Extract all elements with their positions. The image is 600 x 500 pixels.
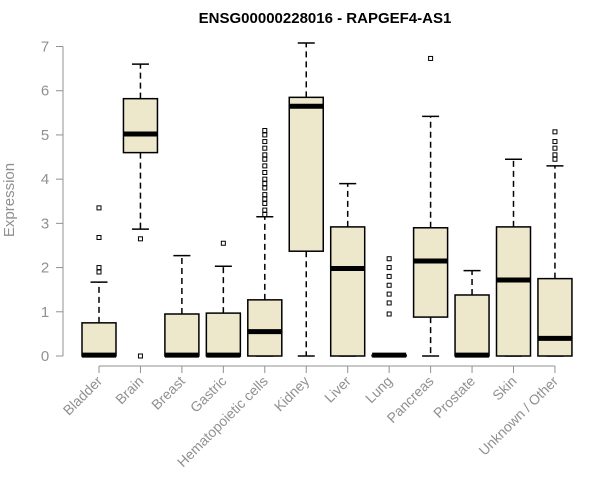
outlier-point [96,205,102,211]
y-tick-label: 1 [41,304,49,321]
outlier-point [137,353,143,359]
iqr-box [537,277,573,357]
box-group [371,256,407,358]
outlier-point [552,145,558,151]
y-tick-label: 0 [41,348,49,365]
box-group [205,240,242,358]
y-tick-label: 5 [41,127,49,144]
iqr-box [412,227,449,318]
x-tick-label: Prostate [430,373,478,421]
outlier-point [262,132,268,138]
outlier-point [262,156,268,162]
outlier-point [386,273,392,279]
iqr-box [247,299,283,357]
outlier-point [386,311,392,317]
outlier-point [262,196,268,202]
outlier-point [262,139,268,145]
outlier-point [220,240,226,246]
outlier-point [96,269,102,275]
box-group [537,129,573,357]
x-tick-label: Liver [321,373,354,406]
box-group [495,158,532,357]
y-tick-label: 7 [41,39,49,56]
outlier-point [262,145,268,151]
outlier-point [386,282,392,288]
outlier-point [262,185,268,191]
iqr-box [205,312,242,357]
y-axis: 0 1 2 3 4 5 6 7 [41,39,64,365]
box-group [247,128,283,357]
y-tick-label: 2 [41,260,49,277]
outlier-point [428,55,434,61]
box-group [81,205,117,358]
x-tick-label: Brain [112,373,146,407]
outlier-point [552,152,558,158]
outlier-point [262,207,268,213]
iqr-box [329,226,366,357]
iqr-box [454,294,490,357]
outlier-point [262,128,268,134]
box-group [329,182,366,357]
y-tick-label: 3 [41,215,49,232]
outlier-point [96,265,102,271]
outlier-point [552,139,558,145]
iqr-box [495,226,532,357]
iqr-box [122,97,159,154]
box-group [122,63,159,359]
outlier-point [262,192,268,198]
outlier-point [262,176,268,182]
outlier-point [96,235,102,241]
box-group [164,254,200,358]
x-tick-label: Unknown / Other [475,373,561,459]
outlier-point [262,163,268,169]
iqr-box [164,313,200,357]
outlier-point [262,181,268,187]
iqr-box [288,96,324,252]
y-tick-label: 6 [41,83,49,100]
outlier-point [552,156,558,162]
chart-title: ENSG00000228016 - RAPGEF4-AS1 [199,10,452,27]
outlier-point [386,265,392,271]
outlier-point [386,256,392,262]
outlier-point [552,129,558,135]
y-tick-label: 4 [41,171,49,188]
x-tick-label: Skin [489,373,520,404]
outlier-point [262,212,268,218]
outlier-point [262,170,268,176]
outlier-point [386,300,392,306]
box-group [412,55,449,357]
outlier-point [386,291,392,297]
outlier-point [262,200,268,206]
box-group [288,42,324,357]
x-tick-label: Breast [148,373,188,413]
x-tick-label: Bladder [60,373,106,419]
outlier-point [137,236,143,242]
x-tick-label: Kidney [271,373,313,415]
outlier-point [262,152,268,158]
plot-area [81,42,573,359]
y-axis-label: Expression [1,163,18,237]
iqr-box [81,322,117,357]
x-tick-label: Lung [362,373,395,406]
box-group [454,269,490,358]
